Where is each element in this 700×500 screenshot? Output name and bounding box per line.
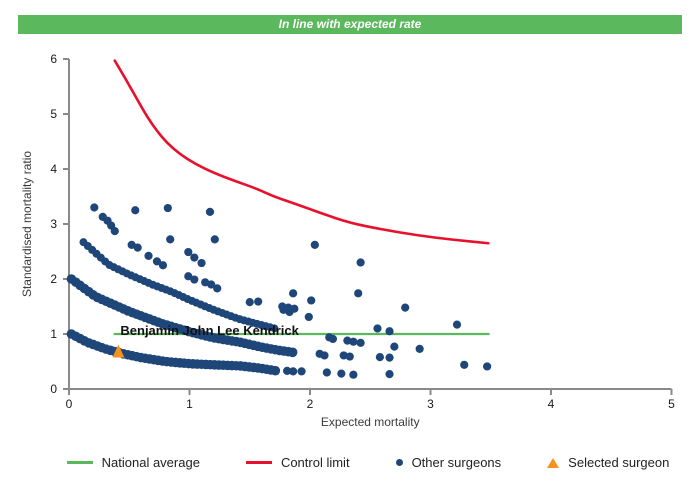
legend-item-national-average: National average: [66, 455, 200, 470]
other-surgeon-point: [197, 258, 206, 268]
other-surgeon-point: [190, 253, 199, 262]
x-axis-title: Expected mortality: [321, 415, 420, 429]
y-tick-label: 6: [50, 52, 57, 66]
other-surgeon-point: [460, 360, 469, 369]
legend-item-control-limit: Control limit: [245, 455, 350, 470]
other-surgeon-point: [401, 303, 410, 312]
x-tick-label: 3: [427, 397, 434, 411]
other-surgeon-point: [375, 353, 384, 362]
other-surgeon-point: [307, 296, 316, 305]
other-surgeon-point: [415, 344, 424, 353]
y-tick-label: 4: [50, 162, 57, 176]
other-surgeon-point: [304, 312, 313, 322]
other-surgeon-point: [158, 261, 168, 270]
x-tick-label: 2: [307, 397, 314, 411]
other-surgeon-point: [349, 337, 358, 346]
y-axis-title: Standardised mortality ratio: [20, 151, 34, 297]
other-surgeon-point: [207, 280, 216, 289]
other-surgeon-point: [349, 370, 358, 379]
other-surgeon-point: [373, 324, 382, 333]
other-surgeon-point: [337, 369, 346, 378]
selected-surgeon-name: Benjamin John Lee Kendrick: [120, 323, 299, 338]
selected-surgeon-marker: [112, 344, 125, 358]
other-surgeon-point: [483, 362, 492, 371]
x-tick-label: 1: [186, 397, 193, 411]
other-surgeon-point: [356, 258, 365, 267]
other-surgeon-point: [270, 365, 281, 376]
legend-label-national-average: National average: [101, 455, 200, 470]
legend-label-other-surgeons: Other surgeons: [411, 455, 502, 470]
other-surgeon-point: [163, 203, 172, 213]
other-surgeon-point: [133, 243, 142, 252]
other-surgeons-dot-icon: [395, 459, 403, 466]
other-surgeon-point: [385, 353, 394, 362]
other-surgeon-point: [385, 370, 394, 379]
other-surgeon-point: [385, 327, 394, 336]
other-surgeon-point: [310, 240, 319, 249]
other-surgeon-point: [356, 338, 365, 347]
other-surgeon-point: [328, 334, 337, 344]
other-surgeon-point: [270, 324, 279, 333]
y-tick-label: 2: [50, 272, 57, 286]
control-limit-line-icon: [245, 461, 272, 464]
other-surgeon-point: [210, 235, 219, 244]
other-surgeon-point: [285, 307, 294, 317]
y-tick-label: 1: [50, 327, 57, 341]
other-surgeon-point: [184, 247, 193, 257]
other-surgeon-point: [152, 257, 162, 266]
y-tick-label: 0: [50, 382, 57, 396]
legend-item-selected-surgeon: Selected surgeon: [547, 455, 669, 470]
control-limit-curve: [113, 59, 490, 245]
other-surgeon-point: [110, 227, 119, 236]
other-surgeon-point: [283, 366, 292, 375]
selected-surgeon-triangle-icon: [547, 457, 560, 468]
national-average-line-icon: [66, 461, 93, 464]
x-tick-label: 5: [668, 397, 675, 411]
other-surgeon-point: [245, 298, 254, 307]
y-tick-label: 5: [50, 107, 57, 121]
legend-item-other-surgeons: Other surgeons: [395, 455, 502, 470]
legend-label-selected-surgeon: Selected surgeon: [568, 455, 670, 470]
other-surgeon-point: [131, 206, 140, 215]
other-surgeon-point: [166, 235, 175, 244]
other-surgeon-point: [390, 342, 399, 351]
other-surgeon-point: [144, 251, 153, 260]
x-tick-label: 0: [66, 397, 73, 411]
other-surgeon-point: [297, 367, 306, 376]
other-surgeon-point: [289, 367, 298, 376]
other-surgeon-point: [205, 207, 215, 216]
other-surgeon-point: [354, 289, 363, 298]
other-surgeon-point: [320, 351, 329, 360]
other-surgeon-point: [289, 289, 298, 298]
y-tick-label: 3: [50, 217, 57, 231]
legend-label-control-limit: Control limit: [280, 455, 350, 470]
other-surgeon-point: [213, 284, 222, 293]
other-surgeon-point: [287, 347, 298, 358]
other-surgeon-point: [322, 368, 331, 377]
status-banner: In line with expected rate: [18, 15, 682, 34]
other-surgeon-point: [452, 320, 462, 329]
other-surgeon-point: [345, 352, 354, 361]
x-tick-label: 4: [548, 397, 555, 411]
other-surgeon-point: [90, 203, 99, 212]
other-surgeon-point: [190, 275, 199, 284]
other-surgeon-point: [254, 297, 263, 306]
other-surgeon-point: [184, 272, 193, 281]
legend: National average Control limit Other sur…: [0, 455, 700, 470]
